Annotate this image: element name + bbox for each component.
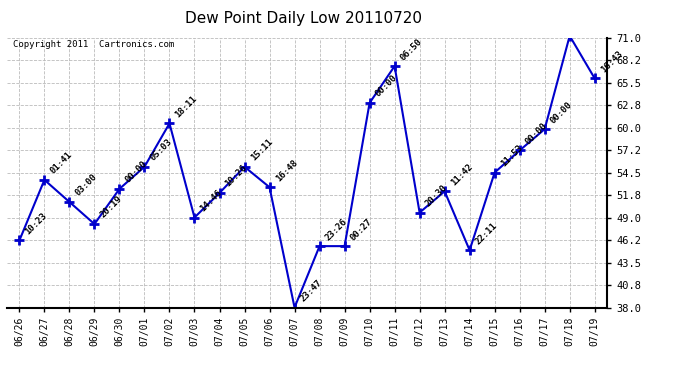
Text: 23:26: 23:26 [324, 217, 349, 242]
Text: 20:30: 20:30 [424, 183, 449, 209]
Text: 11:53: 11:53 [499, 143, 524, 168]
Text: 10:23: 10:23 [23, 211, 49, 236]
Text: Copyright 2011  Cartronics.com: Copyright 2011 Cartronics.com [13, 40, 174, 49]
Text: 15:11: 15:11 [248, 137, 274, 163]
Text: 18:11: 18:11 [174, 94, 199, 119]
Text: 11:42: 11:42 [448, 162, 474, 187]
Text: 00:27: 00:27 [348, 217, 374, 242]
Text: 00:00: 00:00 [124, 159, 149, 185]
Text: 14:46: 14:46 [199, 188, 224, 213]
Text: 05:03: 05:03 [148, 137, 174, 163]
Text: 00:00: 00:00 [524, 121, 549, 146]
Text: 03:00: 03:00 [74, 172, 99, 198]
Text: 20:19: 20:19 [99, 195, 124, 220]
Text: 14:47: 14:47 [0, 374, 1, 375]
Text: 16:43: 16:43 [599, 49, 624, 74]
Text: 01:41: 01:41 [48, 150, 74, 176]
Text: 06:50: 06:50 [399, 37, 424, 62]
Text: 00:00: 00:00 [374, 74, 399, 99]
Text: 00:00: 00:00 [549, 100, 574, 125]
Text: 16:48: 16:48 [274, 158, 299, 183]
Text: 23:47: 23:47 [299, 278, 324, 303]
Text: Dew Point Daily Low 20110720: Dew Point Daily Low 20110720 [185, 11, 422, 26]
Text: 10:26: 10:26 [224, 164, 249, 189]
Text: 22:11: 22:11 [474, 221, 499, 246]
